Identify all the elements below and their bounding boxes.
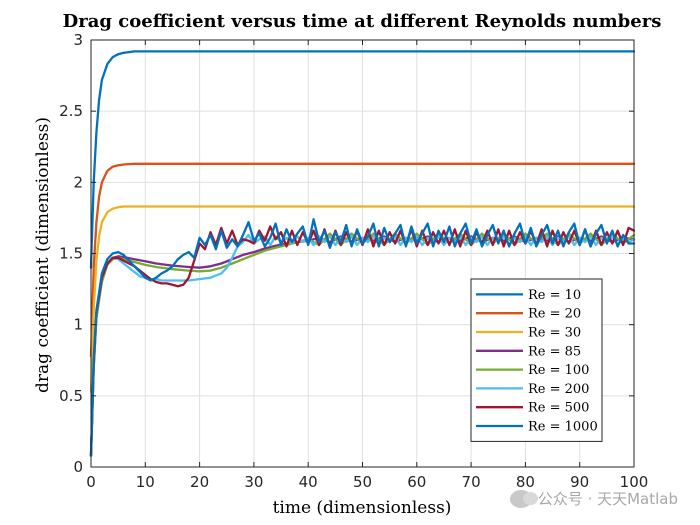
series-lines [89,50,636,457]
x-tick-label: 80 [516,473,535,491]
y-tick-label: 2.5 [59,102,83,120]
x-tick-label: 10 [136,473,155,491]
plot-area: 0 10 20 30 40 50 60 70 80 90 100 0 0.5 1 1.5 2 2.5 3 [59,31,648,491]
x-tick-label: 30 [244,473,263,491]
y-tick-label: 0.5 [59,387,83,405]
series-line-7 [89,218,636,457]
x-axis-ticks: 0 10 20 30 40 50 60 70 80 90 100 [86,40,648,491]
series-line-1 [89,162,636,358]
chart-title: Drag coefficient versus time at differen… [63,11,662,32]
y-tick-label: 0 [73,458,83,476]
x-tick-label: 70 [462,473,481,491]
y-tick-label: 1.5 [59,245,83,263]
x-tick-label: 60 [407,473,426,491]
watermark: 公众号 · 天天Matlab [509,488,678,509]
legend-label: Re = 20 [528,307,581,322]
y-tick-label: 2 [73,173,83,191]
legend-box [470,278,603,442]
y-axis-ticks: 0 0.5 1 1.5 2 2.5 3 [59,31,634,476]
x-tick-label: 20 [190,473,209,491]
y-axis-label: drag coefficient (dimensionless) [33,117,53,393]
x-tick-label: 90 [570,473,589,491]
series-line-2 [89,205,636,393]
legend-label: Re = 30 [528,326,581,341]
legend-label: Re = 100 [528,363,589,378]
series-line-0 [89,50,636,269]
legend: Re = 10 Re = 20 Re = 30 Re = 85 Re = 100 Re =… [470,278,603,442]
legend-label: Re = 85 [528,344,581,359]
watermark-text: 公众号 · 天天Matlab [537,490,678,508]
legend-label: Re = 500 [528,401,589,416]
legend-label: Re = 10 [528,288,581,303]
x-tick-label: 40 [299,473,318,491]
y-tick-label: 3 [73,31,83,49]
x-tick-label: 0 [86,473,96,491]
x-tick-label: 100 [620,473,649,491]
x-tick-label: 50 [353,473,372,491]
x-axis-label: time (dimensionless) [273,498,452,518]
wechat-icon [509,489,538,508]
y-tick-label: 1 [73,316,83,334]
legend-label: Re = 200 [528,382,589,397]
legend-label: Re = 1000 [528,420,598,435]
